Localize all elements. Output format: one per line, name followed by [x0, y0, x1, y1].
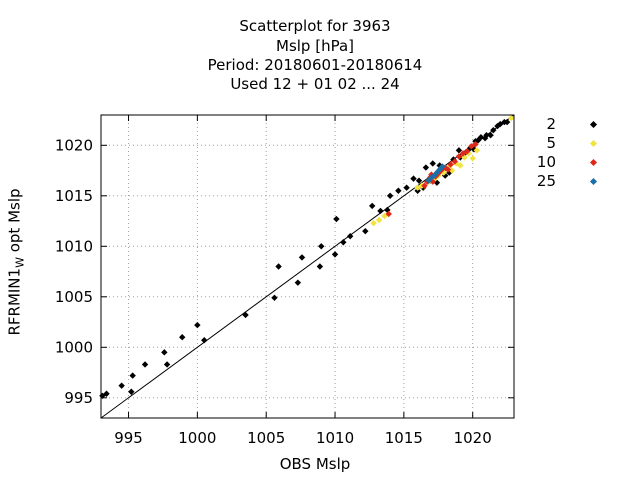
data-point-10 — [421, 182, 428, 189]
x-tick-label: 995 — [114, 429, 143, 447]
y-tick-label: 1005 — [55, 288, 93, 306]
data-point-2 — [118, 382, 125, 389]
data-point-5 — [508, 114, 515, 122]
x-tick-label: 1005 — [247, 429, 285, 447]
data-point-2 — [141, 361, 149, 368]
y-axis-label: RFRMIN1W opt Mslp — [6, 188, 27, 335]
data-point-2 — [340, 239, 347, 246]
y-tick-label: 1015 — [55, 187, 93, 205]
data-point-2 — [128, 388, 135, 395]
data-point-10 — [468, 143, 475, 150]
y-tick-label: 1010 — [55, 237, 93, 255]
chart-title-line-1: Scatterplot for 3963 — [239, 17, 391, 35]
data-point-2 — [369, 202, 376, 210]
data-point-2 — [483, 132, 490, 139]
x-axis-label: OBS Mslp — [279, 455, 351, 473]
y-axis-label-sub: W — [13, 257, 27, 268]
data-point-2 — [163, 361, 171, 368]
data-point-2 — [271, 294, 278, 302]
data-point-5 — [457, 162, 464, 169]
data-point-2 — [450, 156, 457, 163]
legend-label-2: 2 — [546, 115, 556, 133]
data-point-2 — [477, 134, 485, 141]
data-point-2 — [386, 192, 394, 199]
data-point-10 — [455, 153, 463, 160]
x-tick-label: 1000 — [178, 429, 216, 447]
data-point-2 — [294, 279, 302, 286]
y-axis-label-rest: opt Mslp — [5, 188, 24, 258]
data-point-2 — [429, 160, 436, 167]
data-point-25 — [439, 163, 446, 170]
data-point-10 — [463, 148, 471, 155]
data-point-2 — [403, 184, 410, 191]
data-point-2 — [395, 187, 402, 194]
data-point-10 — [429, 178, 436, 185]
data-point-10 — [451, 158, 459, 165]
data-point-2 — [490, 126, 497, 134]
data-point-5 — [375, 216, 383, 224]
y-axis-label-main: RFRMIN1 — [5, 267, 24, 336]
x-tick-label: 1010 — [316, 429, 354, 447]
y-tick-label: 1020 — [55, 136, 93, 154]
data-point-5 — [414, 184, 421, 191]
data-point-2 — [455, 147, 463, 154]
chart-title-line-3: Period: 20180601-20180614 — [207, 56, 423, 74]
x-tick-label: 1015 — [385, 429, 423, 447]
data-point-2 — [201, 337, 208, 344]
data-point-2 — [318, 243, 325, 250]
data-point-2 — [362, 227, 369, 235]
chart-title-line-2: Mslp [hPa] — [276, 37, 354, 55]
data-point-2 — [415, 177, 423, 184]
data-point-2 — [333, 215, 340, 223]
plot-frame — [100, 114, 515, 419]
data-point-2 — [275, 263, 282, 270]
data-point-2 — [487, 132, 494, 139]
data-point-2 — [179, 334, 186, 341]
data-point-2 — [346, 233, 354, 240]
data-point-2 — [503, 118, 511, 126]
legend-label-5: 5 — [546, 134, 556, 152]
y-tick-label: 995 — [64, 389, 93, 407]
data-point-5 — [473, 147, 481, 154]
data-point-2 — [377, 207, 384, 215]
data-point-10 — [447, 161, 454, 168]
legend-label-25: 25 — [536, 172, 556, 190]
data-point-2 — [103, 390, 110, 397]
y-tick-label: 1000 — [55, 338, 93, 356]
chart-title-line-4: Used 12 + 01 02 ... 24 — [230, 75, 400, 93]
data-point-2 — [475, 137, 482, 144]
legend-label-10: 10 — [536, 153, 556, 171]
data-point-2 — [331, 251, 339, 258]
data-point-2 — [242, 311, 249, 319]
data-point-2 — [194, 321, 201, 329]
data-point-5 — [469, 155, 476, 162]
x-tick-label: 1020 — [454, 429, 492, 447]
data-point-5 — [370, 219, 377, 227]
data-point-2 — [410, 175, 417, 182]
data-point-2 — [316, 263, 324, 270]
data-point-2 — [422, 164, 430, 171]
data-point-2 — [161, 349, 168, 356]
data-point-10 — [472, 141, 479, 148]
data-point-10 — [385, 210, 392, 218]
data-point-2 — [129, 372, 136, 379]
data-point-2 — [298, 254, 306, 261]
data-point-10 — [444, 166, 452, 173]
data-point-5 — [381, 212, 388, 220]
